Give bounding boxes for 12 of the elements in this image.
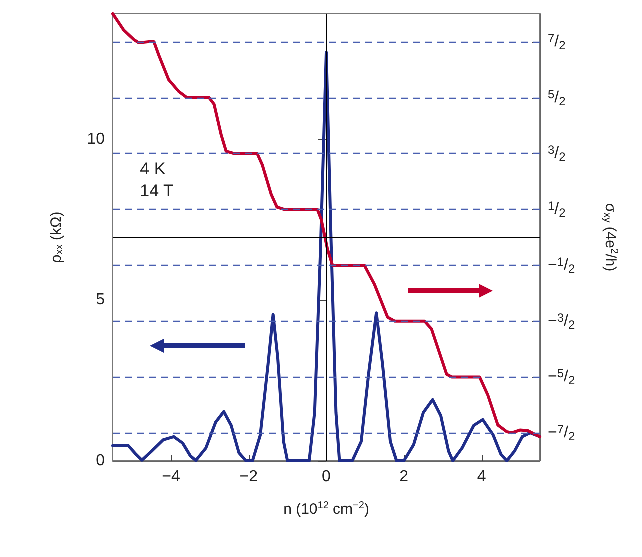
x-tick-label: 0	[322, 468, 332, 486]
y-axis-title: ρxx (kΩ)	[48, 212, 66, 264]
y-tick-label: 0	[96, 452, 106, 470]
x-tick-label: −2	[240, 468, 258, 486]
y-tick-label: 5	[96, 292, 106, 309]
y-tick-label: 10	[87, 130, 106, 148]
x-tick-label: −4	[162, 468, 180, 486]
annotation: 4 K	[140, 159, 166, 178]
annotation: 14 T	[140, 181, 174, 200]
x-tick-label: 2	[400, 468, 409, 486]
y2-axis-title: σxy (4e2/h)	[602, 203, 620, 272]
x-tick-label: 4	[477, 468, 486, 486]
